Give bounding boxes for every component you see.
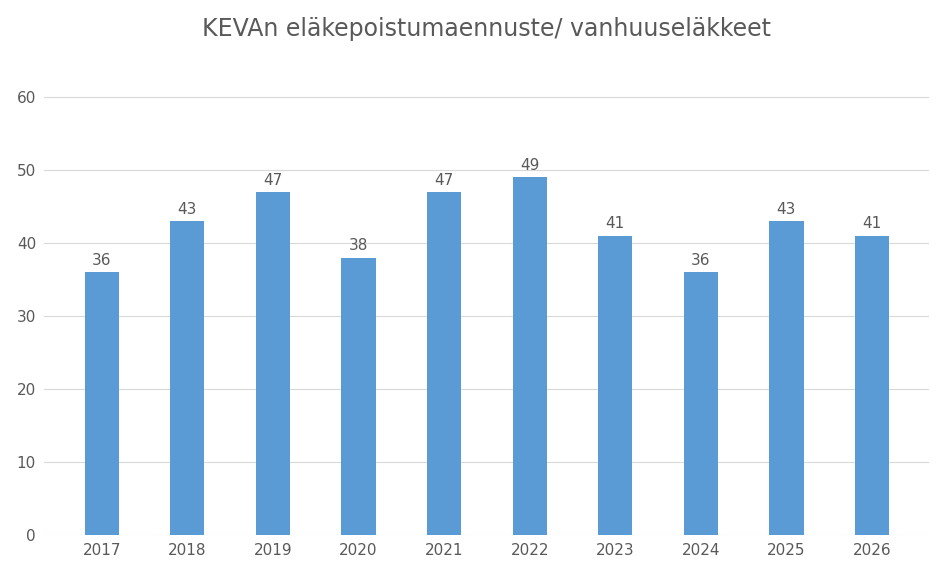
Text: 49: 49 <box>520 158 539 173</box>
Text: 36: 36 <box>92 253 112 268</box>
Text: 36: 36 <box>692 253 710 268</box>
Text: 38: 38 <box>349 238 368 254</box>
Text: 47: 47 <box>434 172 454 187</box>
Text: 47: 47 <box>263 172 283 187</box>
Bar <box>170 221 204 535</box>
Text: 41: 41 <box>863 216 882 231</box>
Text: 43: 43 <box>777 202 797 217</box>
Bar <box>598 236 632 535</box>
Bar <box>84 273 119 535</box>
Bar <box>342 258 376 535</box>
Title: KEVAn eläkepoistumaennuste/ vanhuuseläkkeet: KEVAn eläkepoistumaennuste/ vanhuuseläkk… <box>202 17 771 41</box>
Bar <box>427 192 462 535</box>
Bar <box>769 221 803 535</box>
Bar <box>684 273 718 535</box>
Bar <box>255 192 290 535</box>
Text: 41: 41 <box>605 216 625 231</box>
Bar <box>513 178 547 535</box>
Text: 43: 43 <box>178 202 197 217</box>
Bar <box>855 236 889 535</box>
